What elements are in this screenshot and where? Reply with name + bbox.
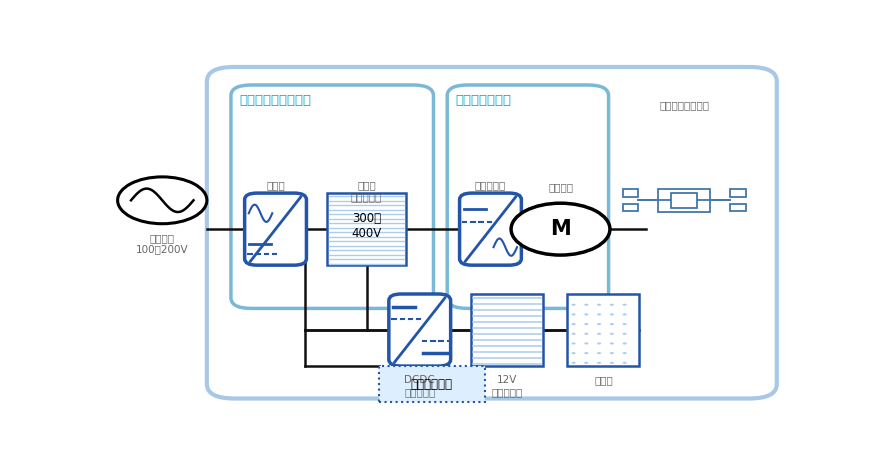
Circle shape xyxy=(584,333,588,335)
Circle shape xyxy=(623,304,626,306)
Circle shape xyxy=(571,333,576,335)
FancyBboxPatch shape xyxy=(206,67,777,399)
Circle shape xyxy=(623,362,626,364)
Circle shape xyxy=(511,203,610,255)
FancyBboxPatch shape xyxy=(567,294,640,366)
FancyBboxPatch shape xyxy=(671,193,697,208)
Circle shape xyxy=(584,343,588,344)
Circle shape xyxy=(597,362,602,364)
Circle shape xyxy=(584,304,588,306)
Circle shape xyxy=(610,314,614,315)
Text: 300～
400V: 300～ 400V xyxy=(352,212,382,240)
FancyBboxPatch shape xyxy=(623,204,638,211)
Circle shape xyxy=(623,343,626,344)
FancyBboxPatch shape xyxy=(389,294,451,366)
Circle shape xyxy=(597,333,602,335)
Circle shape xyxy=(118,177,206,224)
Circle shape xyxy=(610,352,614,354)
FancyBboxPatch shape xyxy=(730,190,745,197)
Circle shape xyxy=(571,304,576,306)
Text: 充電器: 充電器 xyxy=(266,181,285,190)
Circle shape xyxy=(610,343,614,344)
Text: インバータ: インバータ xyxy=(475,181,506,190)
Circle shape xyxy=(610,323,614,325)
Text: ドライブトレイン: ドライブトレイン xyxy=(659,100,709,110)
Circle shape xyxy=(584,323,588,325)
FancyBboxPatch shape xyxy=(231,85,433,308)
FancyBboxPatch shape xyxy=(245,193,307,265)
Circle shape xyxy=(597,304,602,306)
Text: 各補機: 各補機 xyxy=(594,375,613,385)
Text: モーター: モーター xyxy=(548,183,573,192)
Text: パワーユニット: パワーユニット xyxy=(455,94,511,107)
Circle shape xyxy=(623,314,626,315)
Circle shape xyxy=(623,323,626,325)
Text: 電動エアコン: 電動エアコン xyxy=(411,378,453,391)
Text: バッテリーユニット: バッテリーユニット xyxy=(239,94,311,107)
Circle shape xyxy=(623,352,626,354)
Circle shape xyxy=(597,314,602,315)
Circle shape xyxy=(584,352,588,354)
FancyBboxPatch shape xyxy=(327,193,406,265)
Circle shape xyxy=(571,314,576,315)
FancyBboxPatch shape xyxy=(730,204,745,211)
Circle shape xyxy=(623,333,626,335)
Text: 交流電源
100～200V: 交流電源 100～200V xyxy=(136,233,189,254)
FancyBboxPatch shape xyxy=(447,85,609,308)
FancyBboxPatch shape xyxy=(471,294,543,366)
Text: DCDC
コンバータ: DCDC コンバータ xyxy=(404,375,435,397)
Text: 12V
バッテリー: 12V バッテリー xyxy=(492,375,523,397)
Circle shape xyxy=(571,352,576,354)
FancyBboxPatch shape xyxy=(623,190,638,197)
FancyBboxPatch shape xyxy=(658,189,710,212)
Circle shape xyxy=(610,333,614,335)
Circle shape xyxy=(597,343,602,344)
Circle shape xyxy=(610,304,614,306)
Circle shape xyxy=(571,362,576,364)
Circle shape xyxy=(584,362,588,364)
Text: 高電圧
バッテリー: 高電圧 バッテリー xyxy=(351,181,382,202)
Circle shape xyxy=(571,343,576,344)
Text: M: M xyxy=(550,219,571,239)
Circle shape xyxy=(584,314,588,315)
Circle shape xyxy=(610,362,614,364)
Circle shape xyxy=(571,323,576,325)
FancyBboxPatch shape xyxy=(460,193,521,265)
Circle shape xyxy=(597,352,602,354)
Circle shape xyxy=(597,323,602,325)
FancyBboxPatch shape xyxy=(378,366,485,402)
